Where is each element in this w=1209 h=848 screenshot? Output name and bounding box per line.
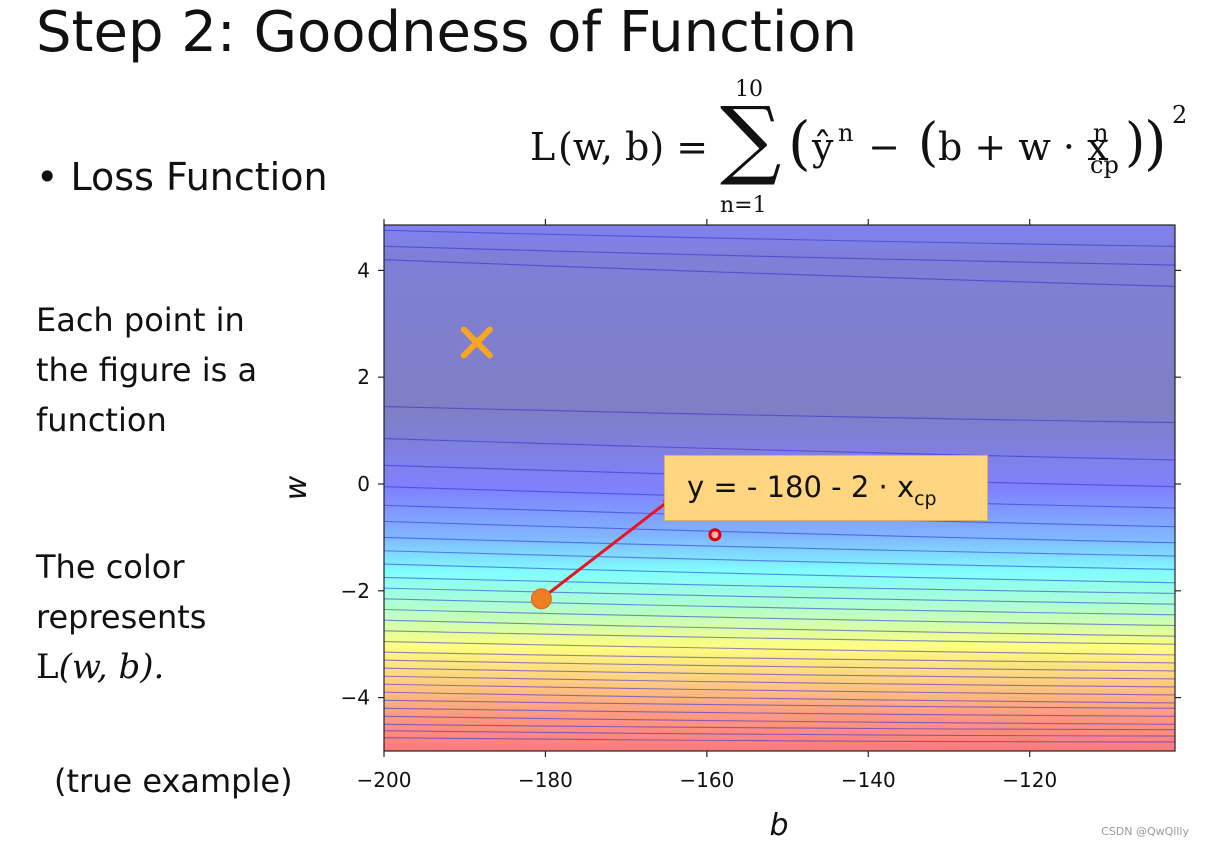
- contour-line: [383, 438, 1176, 461]
- x-marker: [460, 326, 493, 359]
- formula-x-sub: cp: [1090, 151, 1119, 179]
- formula-lhs-args: (w, b) =: [558, 125, 709, 169]
- bullet-text: Loss Function: [70, 155, 328, 199]
- bullet-symbol: •: [36, 155, 59, 199]
- contour-line: [383, 640, 1176, 656]
- contour-line: [383, 536, 1176, 557]
- contour-line: [383, 715, 1176, 725]
- formula-outer-lparen: (: [788, 109, 811, 177]
- contour-line: [383, 730, 1176, 737]
- note-loss-math: L(w, b).: [36, 642, 206, 692]
- x-axis-label: b: [769, 808, 788, 843]
- formula-x-sup: n: [1093, 119, 1109, 147]
- chart-marks: [460, 326, 722, 610]
- annotation-equation: y = - 180 - 2 · x: [687, 470, 915, 504]
- slide-title: Step 2: Goodness of Function: [36, 0, 858, 65]
- note-line: Each point in: [36, 301, 245, 339]
- note-line: function: [36, 401, 167, 439]
- formula-yhat-sup: n: [838, 119, 854, 147]
- note-loss-args: (w, b).: [58, 647, 165, 687]
- formula-lhs-L: L: [530, 125, 556, 169]
- contour-line: [383, 683, 1176, 696]
- contour-line: [383, 608, 1176, 627]
- contour-line: [383, 229, 1176, 247]
- formula-yhat: ŷ: [812, 125, 834, 169]
- note-line: the figure is a: [36, 351, 258, 389]
- x-tick-label: −180: [518, 768, 573, 792]
- axis-ticks: −200 −180 −160 −140 −120 4 2 0 −2 −4: [341, 219, 1181, 792]
- annotation-subscript: cp: [914, 488, 937, 510]
- contour-line: [383, 259, 1176, 287]
- formula-b-plus-wx: b + w · x: [938, 125, 1109, 169]
- x-tick-label: −200: [357, 768, 412, 792]
- contour-line: [383, 619, 1176, 637]
- formula-inner-rparen: ): [1125, 113, 1146, 173]
- note-each-point: Each point in the figure is a function: [36, 295, 257, 445]
- formula-inner-lparen: (: [918, 113, 939, 173]
- y-tick-label: −4: [341, 686, 370, 710]
- note-color-represents: The color represents L(w, b).: [36, 542, 206, 692]
- sum-lower-limit: n=1: [720, 193, 767, 218]
- contour-line: [383, 587, 1176, 605]
- contour-line: [383, 699, 1176, 709]
- annotation-arrow: [540, 498, 672, 600]
- contour-line: [383, 691, 1176, 704]
- y-tick-label: −2: [341, 579, 370, 603]
- contour-line: [383, 598, 1176, 616]
- orange-dot: [530, 588, 552, 610]
- watermark: CSDN @QwQllly: [1101, 825, 1189, 838]
- formula-outer-rparen: ): [1144, 109, 1167, 177]
- contour-line: [383, 651, 1176, 664]
- note-true-example: (true example): [54, 762, 293, 800]
- contour-line: [383, 245, 1176, 266]
- formula-power: 2: [1172, 101, 1188, 129]
- note-loss-L: L: [36, 647, 59, 687]
- formula-minus: −: [856, 125, 912, 169]
- x-tick-label: −140: [841, 768, 896, 792]
- contour-line: [383, 659, 1176, 672]
- contour-line: [383, 675, 1176, 688]
- contour-line: [383, 406, 1176, 424]
- contour-line: [383, 576, 1176, 595]
- x-tick-label: −120: [1002, 768, 1057, 792]
- note-line: The color: [36, 548, 185, 586]
- contour-lines: [383, 229, 1176, 743]
- plot-frame: [383, 224, 1176, 752]
- y-tick-label: 4: [357, 258, 370, 282]
- y-tick-label: 0: [357, 472, 370, 496]
- contour-line: [383, 520, 1176, 544]
- contour-line: [383, 707, 1176, 717]
- contour-line: [383, 723, 1176, 731]
- contour-line: [383, 630, 1176, 645]
- sum-upper-limit: 10: [735, 77, 763, 102]
- y-axis-label: w: [279, 475, 314, 500]
- contour-line: [383, 550, 1176, 570]
- contour-line: [383, 737, 1176, 743]
- annotation-box: y = - 180 - 2 · xcp: [664, 455, 988, 521]
- x-tick-label: −160: [679, 768, 734, 792]
- note-line: represents: [36, 598, 207, 636]
- bullet-loss-function: • Loss Function: [36, 155, 328, 199]
- contour-line: [383, 563, 1176, 584]
- loss-formula: L (w, b) = 10 ∑ n=1 ( ŷ n − ( b + w · x …: [530, 75, 1200, 225]
- red-ring: [708, 528, 722, 542]
- sum-symbol: ∑: [720, 89, 782, 189]
- contour-line: [383, 667, 1176, 680]
- y-tick-label: 2: [357, 365, 370, 389]
